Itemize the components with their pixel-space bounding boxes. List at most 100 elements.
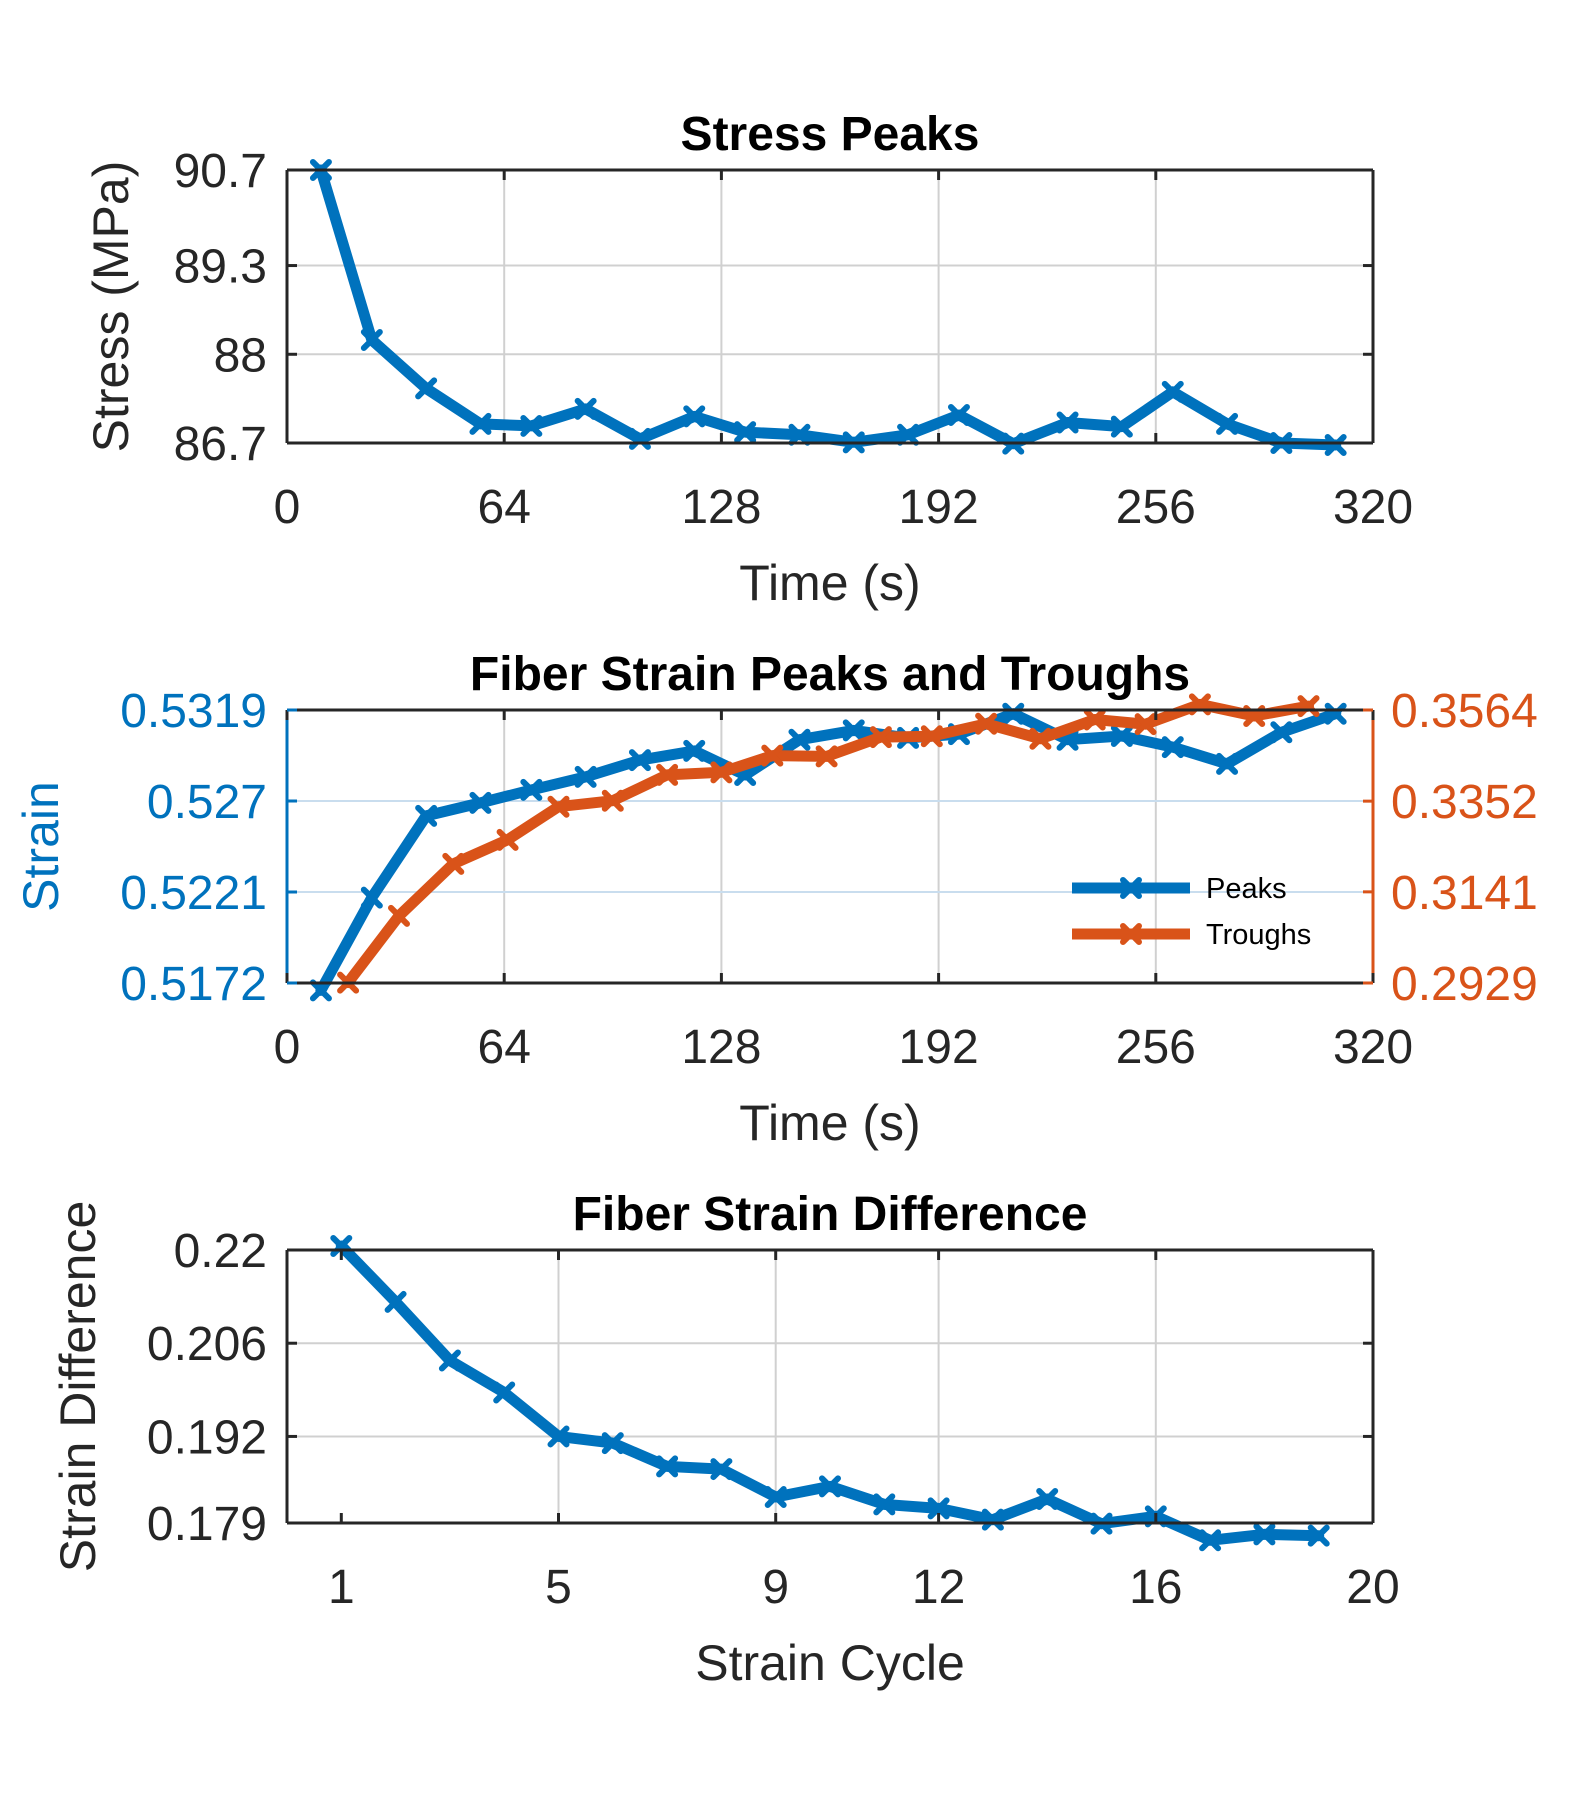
y-right-tick-label: 0.3564 [1391, 685, 1538, 738]
data-point [981, 1508, 1004, 1531]
data-point [1036, 1488, 1059, 1511]
y-right-tick-label: 0.2929 [1391, 958, 1538, 1011]
x-tick-label: 5 [545, 1561, 572, 1614]
data-point [1083, 708, 1106, 731]
x-tick-label: 320 [1333, 1021, 1413, 1074]
data-point [788, 728, 811, 751]
x-tick-label: 0 [274, 1021, 301, 1074]
data-point [710, 1458, 733, 1481]
y-tick-label: 89.3 [174, 241, 267, 294]
y-axis-label: Strain [13, 781, 69, 912]
x-axis-label: Time (s) [739, 555, 920, 611]
x-tick-label: 64 [478, 481, 531, 534]
data-point [920, 725, 943, 748]
data-point [1161, 380, 1184, 403]
y-tick-label: 0.179 [147, 1498, 267, 1551]
y-tick-label: 0.5172 [120, 958, 267, 1011]
data-point [574, 397, 597, 420]
data-point [1110, 415, 1133, 438]
x-tick-label: 192 [899, 1021, 979, 1074]
data-point [656, 1455, 679, 1478]
data-point [734, 421, 757, 444]
data-point [869, 726, 892, 749]
chart-title: Fiber Strain Peaks and Troughs [470, 648, 1190, 701]
y-tick-label: 0.206 [147, 1318, 267, 1371]
x-axis-label: Strain Cycle [695, 1635, 965, 1691]
y-tick-label: 0.22 [174, 1225, 267, 1278]
data-point [927, 1497, 950, 1520]
x-axis-label: Time (s) [739, 1095, 920, 1151]
x-tick-label: 16 [1129, 1561, 1182, 1614]
x-tick-label: 128 [681, 1021, 761, 1074]
legend: Peaks Troughs [1072, 873, 1311, 951]
y-tick-label: 88 [214, 329, 267, 382]
data-point [873, 1493, 896, 1516]
data-point [1134, 713, 1157, 736]
fiber-strain-peaks-troughs-panel: 0 64 128 192 256 320 0.5172 0.5221 0.527 0.5319 0.… [13, 648, 1538, 1151]
x-tick-label: 128 [681, 481, 761, 534]
data-point [683, 405, 706, 428]
y-right-tick-label: 0.3352 [1391, 776, 1538, 829]
data-point [1324, 434, 1347, 457]
data-point [761, 744, 784, 767]
legend-label-peaks: Peaks [1206, 873, 1287, 905]
x-tick-label: 20 [1346, 1561, 1399, 1614]
legend-label-troughs: Troughs [1206, 919, 1311, 951]
data-point [384, 1290, 407, 1313]
data-point [309, 979, 332, 1002]
y-tick-label: 0.192 [147, 1411, 267, 1464]
data-point [438, 1349, 461, 1372]
y-tick-label: 90.7 [174, 145, 267, 198]
y-tick-label: 86.7 [174, 418, 267, 471]
data-point [1161, 736, 1184, 759]
data-point [1002, 702, 1025, 725]
data-point [442, 852, 465, 875]
x-tick-label: 9 [762, 1561, 789, 1614]
x-tick-label: 12 [912, 1561, 965, 1614]
x-tick-label: 192 [899, 481, 979, 534]
data-point [656, 763, 679, 786]
chart-title: Fiber Strain Difference [573, 1188, 1088, 1241]
x-tick-label: 256 [1116, 1021, 1196, 1074]
x-tick-label: 320 [1333, 481, 1413, 534]
y-axis-label: Stress (MPa) [83, 161, 139, 453]
x-tick-label: 64 [478, 1021, 531, 1074]
data-point [601, 789, 624, 812]
plot-area [287, 1250, 1373, 1523]
stress-peaks-panel: 0 64 128 192 256 320 86.7 88 89.3 90.7 Stress Peak… [83, 108, 1413, 611]
data-point [469, 412, 492, 435]
data-point [897, 423, 920, 446]
y-axis-label: Strain Difference [50, 1201, 106, 1572]
y-tick-label: 0.527 [147, 776, 267, 829]
y-right-tick-label: 0.3141 [1391, 867, 1538, 920]
data-point [1029, 727, 1052, 750]
x-tick-label: 1 [328, 1561, 355, 1614]
data-point [1270, 721, 1293, 744]
data-point [710, 761, 733, 784]
data-point [842, 719, 865, 742]
data-point [601, 1432, 624, 1455]
data-point [947, 404, 970, 427]
data-point [360, 886, 383, 909]
data-point [520, 778, 543, 801]
x-tick-label: 256 [1116, 481, 1196, 534]
data-point [415, 804, 438, 827]
data-point [387, 904, 410, 927]
data-point [547, 795, 570, 818]
data-point [975, 712, 998, 735]
legend-marker [1120, 923, 1142, 945]
data-point [1216, 412, 1239, 435]
data-point [1110, 725, 1133, 747]
legend-marker [1120, 877, 1142, 899]
chart-title: Stress Peaks [681, 108, 980, 161]
fiber-strain-difference-panel: 1 5 9 12 16 20 0.179 0.192 0.206 0.22 Fiber Strain… [50, 1188, 1400, 1691]
data-point [683, 739, 706, 762]
data-point [628, 749, 651, 772]
data-point [547, 1425, 570, 1448]
data-point [360, 328, 383, 351]
data-point [1056, 411, 1079, 434]
data-point [1307, 1524, 1330, 1547]
data-point [1216, 752, 1239, 775]
data-point [819, 1475, 841, 1498]
